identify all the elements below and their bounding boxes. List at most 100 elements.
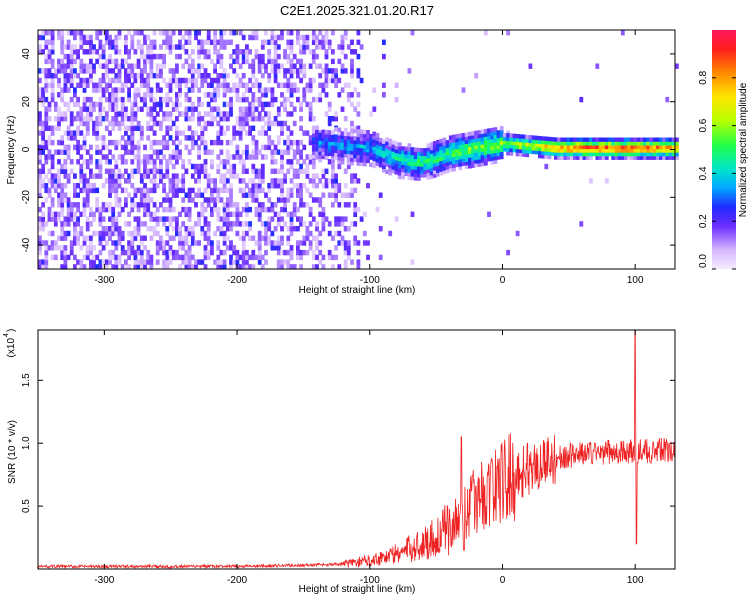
spectrogram-noise-cell [139, 82, 144, 88]
spectrogram-signal-cell [589, 137, 593, 142]
spectrogram-noise-cell [133, 187, 138, 194]
spectrogram-signal-cell [474, 155, 479, 161]
spectrogram-noise-cell [474, 73, 479, 79]
spectrogram-noise-cell [343, 245, 348, 251]
spectrogram-noise-cell [353, 221, 358, 227]
spectrogram-noise-cell [95, 34, 100, 41]
spectrogram-noise-cell [337, 44, 342, 50]
spectrogram-noise-cell [124, 259, 128, 265]
spectrogram-noise-cell [264, 101, 268, 108]
spectrogram-noise-cell [44, 77, 49, 84]
spectrogram-noise-cell [222, 216, 227, 222]
spectrogram-noise-cell [47, 116, 52, 122]
spectrogram-noise-cell [289, 130, 294, 136]
spectrogram-noise-cell [133, 125, 138, 131]
spectrogram-noise-cell [305, 44, 310, 50]
spectrogram-noise-cell [210, 96, 214, 103]
spectrogram-noise-cell [41, 101, 45, 108]
spectrogram-signal-cell [643, 155, 647, 160]
spectrogram-noise-cell [251, 264, 256, 270]
spectrogram-noise-cell [76, 202, 80, 208]
spectrogram-signal-cell [506, 143, 510, 149]
spectrogram-noise-cell [280, 206, 284, 213]
spectrogram-noise-cell [229, 168, 233, 174]
spectrogram-noise-cell [296, 30, 300, 36]
spectrogram-signal-cell [636, 137, 641, 142]
spectrogram-noise-cell [187, 187, 192, 194]
spectrogram-signal-cell [311, 154, 316, 159]
spectrogram-noise-cell [245, 221, 249, 227]
spectrogram-noise-cell [133, 192, 138, 198]
spectrogram-noise-cell [213, 34, 217, 41]
spectrogram-noise-cell [41, 120, 45, 127]
spectrogram-noise-cell [175, 135, 179, 141]
spectrogram-noise-cell [139, 77, 144, 84]
spectrogram-noise-cell [168, 206, 173, 213]
spectrogram-noise-cell [66, 30, 71, 36]
spectrogram-noise-cell [187, 125, 192, 131]
spectrogram-noise-cell [213, 206, 217, 213]
spectrogram-noise-cell [248, 77, 252, 84]
spectrogram-noise-cell [248, 206, 252, 213]
spectrogram-noise-cell [299, 202, 303, 208]
spectrogram-noise-cell [245, 116, 249, 122]
spectrogram-signal-cell [356, 129, 361, 134]
spectrogram-noise-cell [213, 77, 217, 84]
spectrogram-noise-cell [302, 44, 307, 50]
spectrogram-signal-cell [480, 151, 485, 156]
spectrogram-signal-cell [512, 144, 517, 149]
spectrogram-signal-cell [356, 147, 361, 152]
spectrogram-noise-cell [95, 197, 100, 203]
spectrogram-noise-cell [104, 68, 109, 74]
spectrogram-signal-cell [346, 157, 351, 162]
spectrogram-noise-cell [251, 163, 256, 170]
spectrogram-signal-cell [432, 151, 437, 157]
spectrogram-noise-cell [276, 149, 281, 155]
spectrogram-noise-cell [296, 149, 300, 155]
spectrogram-noise-cell [114, 63, 119, 69]
spectrogram-noise-cell [50, 154, 55, 160]
spectrogram-noise-cell [292, 202, 297, 208]
spectrogram-noise-cell [149, 87, 154, 93]
spectrogram-noise-cell [334, 216, 338, 222]
spectrogram-noise-cell [229, 173, 233, 179]
spectrogram-noise-cell [146, 53, 151, 60]
spectrogram-noise-cell [44, 116, 49, 122]
spectrogram-noise-cell [136, 259, 141, 265]
spectrogram-noise-cell [98, 111, 103, 117]
spectrogram-signal-cell [420, 166, 424, 171]
spectrogram-noise-cell [276, 249, 281, 256]
spectrogram-noise-cell [85, 116, 90, 122]
spectrogram-noise-cell [57, 216, 61, 222]
spectrogram-noise-cell [216, 87, 221, 93]
spectrogram-signal-cell [614, 144, 619, 150]
spectrogram-noise-cell [98, 96, 103, 103]
spectrogram-noise-cell [289, 221, 294, 227]
spectrogram-noise-cell [82, 77, 87, 84]
spectrogram-noise-cell [190, 264, 195, 270]
spectrogram-signal-cell [397, 160, 402, 165]
spectrogram-signal-cell [448, 164, 453, 169]
spectrogram-noise-cell [47, 168, 52, 174]
spectrogram-noise-cell [273, 53, 278, 60]
spectrogram-noise-cell [38, 264, 42, 270]
spectrogram-noise-cell [124, 168, 128, 174]
spectrogram-signal-cell [595, 137, 600, 142]
spectrogram-noise-cell [210, 245, 214, 251]
spectrogram-noise-cell [168, 178, 173, 184]
spectrogram-noise-cell [190, 139, 195, 146]
spectrogram-noise-cell [162, 154, 166, 160]
spectrogram-noise-cell [63, 149, 68, 155]
spectrogram-noise-cell [130, 82, 135, 88]
spectrogram-noise-cell [114, 183, 119, 189]
spectrogram-noise-cell [82, 106, 87, 112]
spectrogram-noise-cell [101, 139, 106, 146]
spectrogram-noise-cell [50, 197, 55, 203]
spectrogram-signal-cell [442, 169, 447, 175]
spectrogram-noise-cell [197, 30, 201, 36]
spectrogram-signal-cell [483, 139, 488, 145]
spectrogram-signal-cell [611, 144, 616, 150]
spectrogram-noise-cell [260, 154, 265, 160]
spectrogram-noise-cell [254, 149, 259, 155]
spectrogram-noise-cell [260, 63, 265, 69]
